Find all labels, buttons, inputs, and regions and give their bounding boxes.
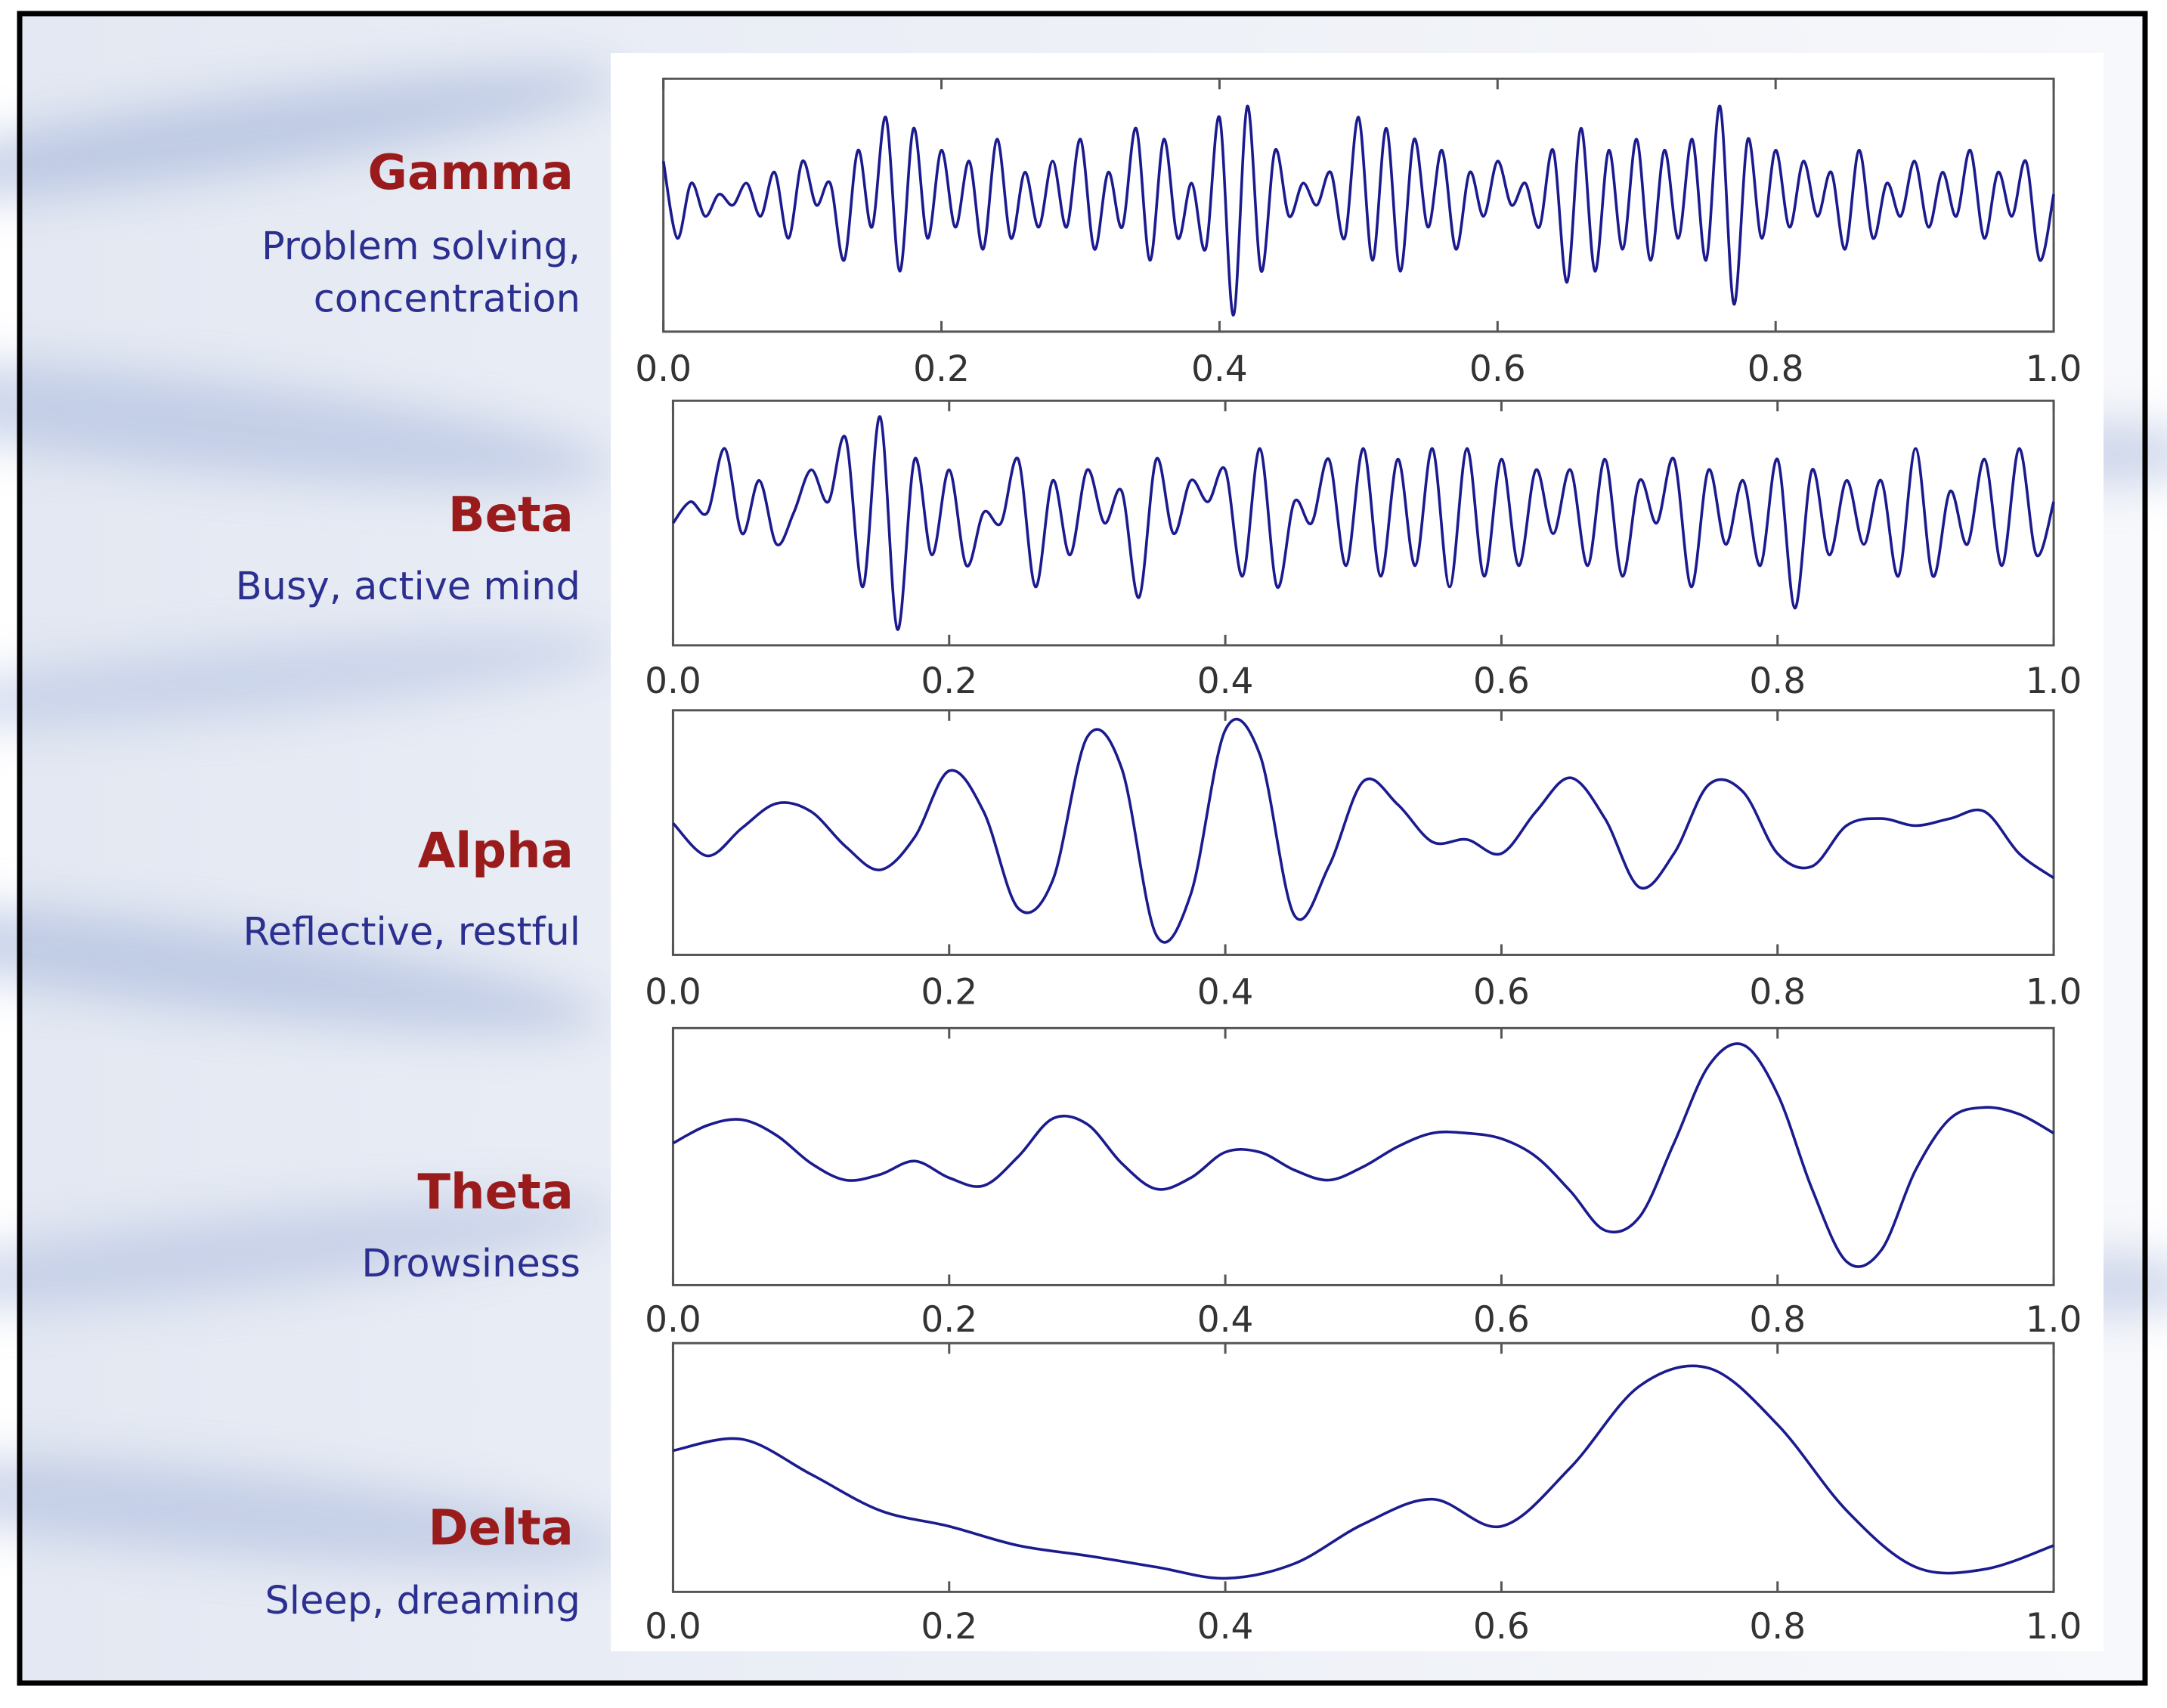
x-tick-label: 1.0: [2026, 1606, 2082, 1648]
x-tick-label: 0.6: [1473, 1299, 1530, 1341]
x-tick-label: 0.2: [921, 1299, 977, 1341]
x-tick-label: 0.2: [913, 348, 970, 390]
x-tick-label: 0.2: [921, 661, 977, 702]
x-tick-label: 0.8: [1749, 661, 1806, 702]
band-description: concentration: [314, 277, 580, 322]
x-tick-label: 0.8: [1749, 1299, 1806, 1341]
frame-border: [17, 11, 2148, 1686]
plot-frame: [671, 709, 2055, 956]
x-tick-label: 0.6: [1469, 348, 1526, 390]
x-tick-label: 0.0: [645, 972, 701, 1013]
plot-frame: [671, 399, 2055, 647]
plot-frame: [671, 1026, 2055, 1286]
wave-line: [673, 1364, 2054, 1580]
x-tick-label: 0.4: [1191, 348, 1248, 390]
band-title: Alpha: [418, 824, 574, 880]
band-title: Beta: [448, 487, 574, 543]
x-tick-label: 1.0: [2026, 348, 2082, 390]
band-description: Busy, active mind: [236, 565, 580, 609]
x-tick-label: 0.8: [1749, 972, 1806, 1013]
wave-line: [672, 415, 2055, 631]
x-tick-label: 0.4: [1197, 1299, 1254, 1341]
band-description: Sleep, dreaming: [265, 1579, 580, 1623]
x-tick-label: 1.0: [2026, 972, 2082, 1013]
band-description: Problem solving,: [262, 224, 580, 269]
x-tick-label: 0.6: [1473, 661, 1530, 702]
x-tick-label: 0.4: [1197, 972, 1254, 1013]
plot-frame: [671, 1341, 2055, 1593]
band-title: Theta: [417, 1165, 573, 1221]
x-tick-label: 0.0: [635, 348, 692, 390]
x-tick-label: 0.0: [645, 661, 701, 702]
x-tick-label: 1.0: [2026, 1299, 2082, 1341]
x-tick-label: 0.8: [1749, 1606, 1806, 1648]
band-description: Drowsiness: [361, 1242, 580, 1286]
x-tick-label: 0.2: [921, 1606, 977, 1648]
x-tick-label: 0.2: [921, 972, 977, 1013]
band-title: Delta: [429, 1500, 574, 1556]
band-title: Gamma: [368, 145, 574, 201]
x-tick-label: 0.8: [1748, 348, 1804, 390]
wave-line: [661, 104, 2055, 317]
x-tick-label: 1.0: [2026, 661, 2082, 702]
x-tick-label: 0.0: [645, 1606, 701, 1648]
x-tick-label: 0.0: [645, 1299, 701, 1341]
x-tick-label: 0.6: [1473, 972, 1530, 1013]
x-tick-label: 0.6: [1473, 1606, 1530, 1648]
x-tick-label: 0.4: [1197, 1606, 1254, 1648]
x-tick-label: 0.4: [1197, 661, 1254, 702]
wave-line: [672, 718, 2055, 944]
wave-line: [672, 1042, 2054, 1268]
band-description: Reflective, restful: [243, 910, 580, 955]
